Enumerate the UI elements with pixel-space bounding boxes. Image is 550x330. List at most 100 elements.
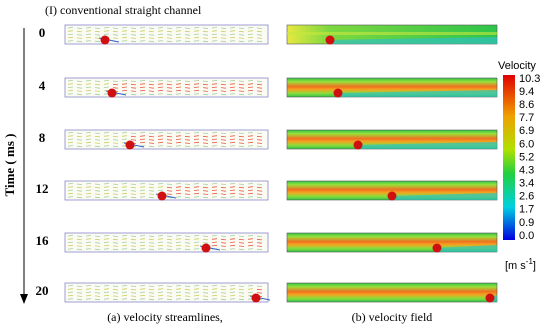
streamline (112, 193, 119, 195)
time-label: 12 (36, 181, 49, 196)
streamline (229, 89, 236, 92)
streamline (112, 183, 119, 185)
streamline (184, 135, 191, 138)
streamline (103, 33, 110, 35)
streamline (175, 30, 182, 32)
streamline (166, 27, 173, 29)
streamline (202, 34, 209, 36)
streamline (94, 285, 101, 287)
streamline (157, 235, 164, 237)
streamline (67, 285, 74, 287)
streamline (76, 245, 83, 247)
streamline (202, 93, 209, 96)
streamline (229, 138, 236, 140)
streamline (184, 186, 191, 189)
streamline (220, 93, 227, 96)
streamline (175, 235, 182, 237)
bubble (100, 35, 110, 45)
streamline (202, 196, 209, 199)
streamline (211, 235, 218, 237)
streamline (211, 33, 218, 35)
streamline (184, 40, 191, 43)
streamline (94, 292, 101, 294)
streamline (157, 86, 164, 88)
field-band (287, 32, 497, 35)
streamline (229, 291, 236, 293)
streamline (229, 196, 236, 198)
streamline (112, 139, 119, 141)
streamline (121, 36, 128, 39)
streamline (184, 245, 191, 247)
streamline (121, 196, 128, 198)
streamline (220, 190, 227, 192)
streamline (247, 30, 254, 32)
streamline (94, 248, 101, 251)
streamline (85, 89, 92, 92)
colorbar-tick: 4.3 (519, 164, 534, 176)
streamline (220, 87, 227, 89)
streamline (256, 193, 263, 195)
streamline (76, 235, 83, 237)
streamline (211, 196, 218, 198)
streamline (67, 30, 74, 32)
streamline (85, 27, 92, 29)
streamline (175, 141, 182, 144)
streamline (139, 80, 146, 82)
streamline (130, 292, 137, 294)
streamline (121, 83, 128, 85)
streamline (220, 135, 227, 138)
streamline (166, 235, 173, 237)
streamline (67, 83, 74, 85)
streamline (103, 291, 110, 293)
streamline (247, 80, 254, 82)
streamline (229, 141, 236, 144)
streamline (130, 295, 137, 297)
bubble (432, 243, 442, 253)
colorbar-tick: 9.4 (519, 86, 534, 98)
streamline (220, 193, 227, 195)
streamline (94, 298, 101, 301)
streamline (166, 295, 173, 297)
streamline (148, 90, 155, 92)
streamline (94, 30, 101, 33)
streamline (94, 186, 101, 189)
streamline (229, 132, 236, 134)
streamline (184, 34, 191, 36)
streamline (247, 183, 254, 185)
streamline (103, 196, 110, 198)
streamline (184, 139, 191, 141)
streamline (220, 238, 227, 241)
streamline (130, 139, 137, 141)
streamline (85, 93, 92, 95)
streamline (166, 242, 173, 244)
streamline (130, 30, 137, 33)
streamline (193, 183, 200, 185)
streamline (67, 248, 74, 250)
streamline (157, 241, 164, 243)
streamline (211, 288, 218, 290)
streamline (130, 242, 137, 244)
streamline (103, 235, 110, 237)
streamline (112, 248, 119, 251)
streamline (211, 135, 218, 137)
streamline (94, 196, 101, 199)
streamline (175, 298, 182, 300)
streamline (85, 244, 92, 247)
streamline (247, 141, 254, 144)
streamline (76, 80, 83, 82)
streamline (175, 40, 182, 42)
streamline (148, 145, 155, 148)
streamline (112, 30, 119, 33)
streamline (112, 292, 119, 294)
streamline (94, 40, 101, 43)
colorbar-tick: 7.7 (519, 112, 534, 124)
streamline (256, 139, 263, 141)
streamline (220, 132, 227, 134)
streamline (157, 285, 164, 287)
streamline (94, 245, 101, 247)
streamline (67, 294, 74, 297)
streamline (85, 196, 92, 198)
streamline (148, 132, 155, 134)
streamline (211, 186, 218, 188)
streamline (184, 248, 191, 251)
